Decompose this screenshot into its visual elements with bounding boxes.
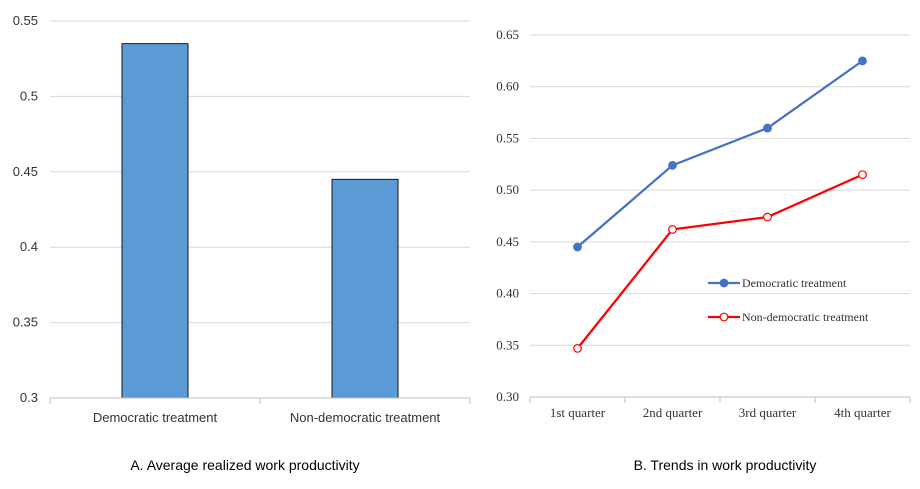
panel-a-bars [121, 43, 399, 399]
y-tick-label: 0.50 [496, 182, 519, 197]
bar [121, 43, 189, 399]
panel-a-gridlines [50, 20, 470, 324]
x-category-label: Democratic treatment [93, 410, 218, 425]
x-category-label: 2nd quarter [643, 405, 703, 420]
panel-b-legend: Democratic treatment Non-democratic treat… [708, 276, 869, 324]
data-point [668, 160, 677, 170]
y-tick-label: 0.3 [20, 390, 38, 405]
bar [331, 178, 399, 399]
panel-a-y-tick-labels: 0.3 0.35 0.4 0.45 0.5 0.55 [13, 13, 38, 405]
y-tick-label: 0.30 [496, 389, 519, 404]
panel-b-series [573, 56, 867, 353]
series-democratic [573, 56, 867, 252]
data-point [858, 56, 867, 66]
panel-b-y-tick-labels: 0.30 0.35 0.40 0.45 0.50 0.55 0.60 0.65 [496, 27, 519, 404]
panel-a-bar-chart: 0.3 0.35 0.4 0.45 0.5 0.55 Democratic treatme… [13, 13, 471, 473]
y-tick-label: 0.60 [496, 79, 519, 94]
series-non-democratic [573, 170, 867, 353]
data-point [763, 212, 772, 222]
panel-b-line-chart: 0.30 0.35 0.40 0.45 0.50 0.55 0.60 0.65 1st qua… [496, 27, 911, 473]
y-tick-label: 0.5 [20, 88, 38, 103]
y-tick-label: 0.55 [496, 130, 519, 145]
panel-a-caption: A. Average realized work productivity [130, 457, 359, 473]
panel-b-category-labels: 1st quarter 2nd quarter 3rd quarter 4th qua… [550, 405, 892, 420]
legend-item: Non-democratic treatment [708, 310, 869, 324]
legend-label: Democratic treatment [742, 276, 847, 290]
panel-a-category-labels: Democratic treatment Non-democratic treat… [93, 410, 441, 425]
y-tick-label: 0.35 [13, 315, 38, 330]
panel-a-x-tick-marks [49, 398, 471, 404]
y-tick-label: 0.55 [13, 13, 38, 28]
y-tick-label: 0.35 [496, 337, 519, 352]
data-point [573, 242, 582, 252]
legend-label: Non-democratic treatment [742, 310, 869, 324]
y-tick-label: 0.45 [496, 234, 519, 249]
data-point [858, 170, 867, 180]
panel-b-gridlines [530, 34, 910, 346]
y-tick-label: 0.40 [496, 286, 519, 301]
x-category-label: Non-democratic treatment [290, 410, 441, 425]
x-category-label: 3rd quarter [739, 405, 797, 420]
y-tick-label: 0.65 [496, 27, 519, 42]
series-line [576, 59, 864, 248]
x-category-label: 1st quarter [550, 405, 606, 420]
legend-marker [719, 312, 729, 322]
y-tick-label: 0.4 [20, 239, 38, 254]
y-tick-label: 0.45 [13, 164, 38, 179]
panel-b-x-tick-marks [529, 397, 911, 403]
panel-b-caption: B. Trends in work productivity [634, 457, 817, 473]
legend-item: Democratic treatment [708, 276, 847, 290]
data-point [668, 225, 677, 234]
x-category-label: 4th quarter [834, 405, 891, 420]
legend-marker [719, 278, 729, 288]
data-point [763, 123, 772, 133]
series-line [576, 173, 863, 350]
data-point [573, 343, 582, 353]
